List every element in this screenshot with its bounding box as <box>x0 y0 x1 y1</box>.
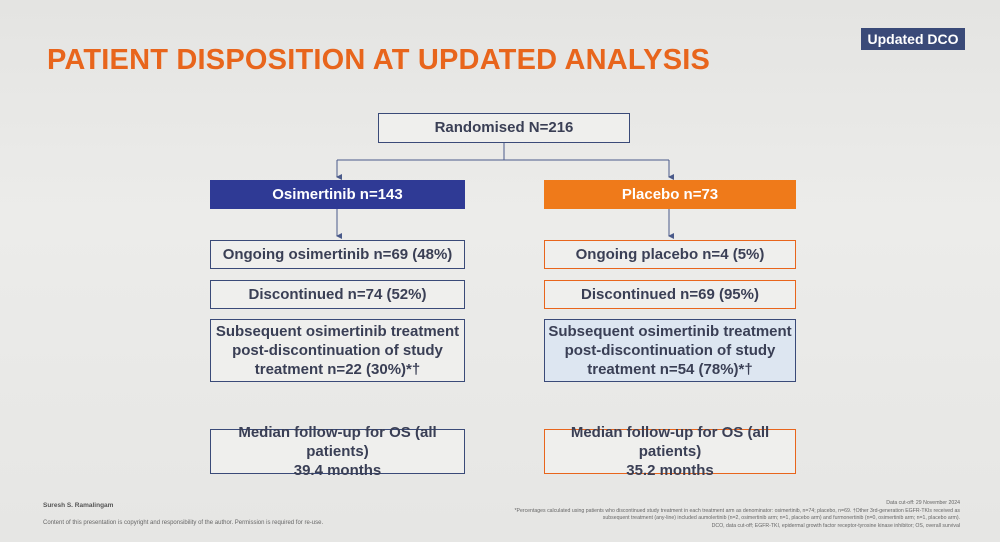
slide-title: PATIENT DISPOSITION AT UPDATED ANALYSIS <box>47 44 711 76</box>
footnote-dco: Data cut-off: 29 November 2024 <box>886 500 960 506</box>
footnote-subsequent: subsequent treatment (any-line) included… <box>602 515 960 522</box>
placebo-header-box: Placebo n=73 <box>544 180 796 209</box>
footer-author: Suresh S. Ramalingam <box>43 502 114 509</box>
osimertinib-discontinued-label: Discontinued n=74 (52%) <box>248 285 427 303</box>
placebo-subsequent-line3: treatment n=54 (78%)*† <box>587 361 753 379</box>
osimertinib-discontinued-box: Discontinued n=74 (52%) <box>210 280 465 309</box>
osimertinib-ongoing-label: Ongoing osimertinib n=69 (48%) <box>222 245 453 263</box>
footnotes: Data cut-off: 29 November 2024 *Percenta… <box>490 500 960 530</box>
osimertinib-ongoing-box: Ongoing osimertinib n=69 (48%) <box>210 240 465 269</box>
osimertinib-subsequent-line3: treatment n=22 (30%)*† <box>254 361 421 379</box>
footnote-percentages: *Percentages calculated using patients w… <box>514 507 960 514</box>
footer-copyright: Content of this presentation is copyrigh… <box>43 520 324 526</box>
updated-dco-badge: Updated DCO <box>861 28 965 50</box>
placebo-header-label: Placebo n=73 <box>621 185 719 203</box>
osimertinib-subsequent-line1: Subsequent osimertinib treatment <box>215 322 460 340</box>
osimertinib-header-label: Osimertinib n=143 <box>272 185 403 203</box>
placebo-discontinued-box: Discontinued n=69 (95%) <box>544 280 796 309</box>
osimertinib-subsequent-line2: post-discontinuation of study <box>232 341 443 359</box>
placebo-followup-line2: 35.2 months <box>626 462 714 480</box>
randomised-label: Randomised N=216 <box>434 119 574 137</box>
osimertinib-followup-line1: Median follow-up for OS (all patients) <box>238 423 437 460</box>
placebo-discontinued-label: Discontinued n=69 (95%) <box>581 285 759 303</box>
placebo-subsequent-line1: Subsequent osimertinib treatment <box>548 322 792 340</box>
randomised-box: Randomised N=216 <box>378 113 630 143</box>
placebo-ongoing-label: Ongoing placebo n=4 (5%) <box>575 245 765 263</box>
placebo-followup-box: Median follow-up for OS (all patients) 3… <box>544 424 796 479</box>
osimertinib-subsequent-box: Subsequent osimertinib treatment post-di… <box>210 319 465 382</box>
osimertinib-header-box: Osimertinib n=143 <box>210 180 465 209</box>
osimertinib-followup-line2: 39.4 months <box>293 462 382 480</box>
placebo-followup-line1: Median follow-up for OS (all patients) <box>570 423 770 460</box>
footnote-abbreviations: DCO, data cut-off; EGFR-TKI, epidermal g… <box>711 522 960 529</box>
placebo-ongoing-box: Ongoing placebo n=4 (5%) <box>544 240 796 269</box>
osimertinib-followup-box: Median follow-up for OS (all patients) 3… <box>210 424 465 479</box>
placebo-subsequent-box: Subsequent osimertinib treatment post-di… <box>544 319 796 382</box>
placebo-subsequent-line2: post-discontinuation of study <box>564 341 776 359</box>
